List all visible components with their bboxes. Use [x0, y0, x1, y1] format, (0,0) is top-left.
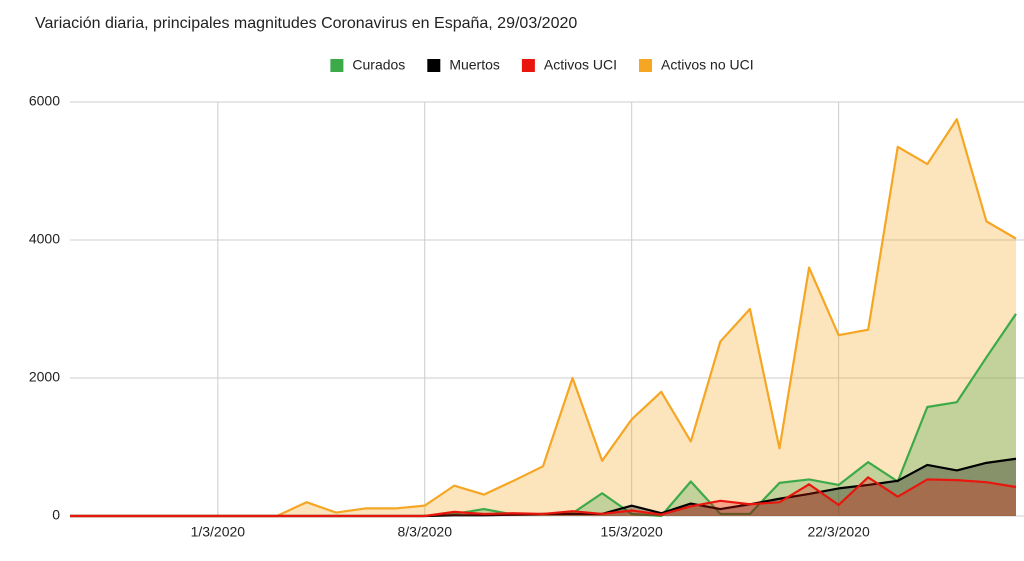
legend-label: Curados [352, 57, 405, 73]
y-tick-label: 4000 [29, 231, 60, 247]
area [70, 119, 1016, 516]
legend-swatch [330, 59, 344, 72]
legend: Curados Muertos Activos UCI Activos no UCI [330, 57, 754, 73]
y-tick-label: 6000 [29, 93, 60, 109]
legend-label: Muertos [449, 57, 500, 73]
y-tick-label: 2000 [29, 369, 60, 385]
legend-label: Activos no UCI [661, 57, 754, 73]
chart-title: Variación diaria, principales magnitudes… [35, 15, 577, 32]
x-tick-label: 15/3/2020 [601, 524, 663, 540]
legend-swatch [639, 59, 653, 72]
y-tick-label: 0 [52, 507, 60, 523]
legend-swatch [521, 59, 535, 72]
area [70, 313, 1016, 516]
legend-label: Activos UCI [544, 57, 617, 73]
x-tick-label: 22/3/2020 [807, 524, 869, 540]
line [70, 476, 1017, 518]
area [70, 477, 1016, 516]
x-tick-label: 8/3/2020 [398, 524, 453, 540]
x-tick-label: 1/3/2020 [191, 524, 246, 540]
legend-swatch [427, 59, 441, 72]
